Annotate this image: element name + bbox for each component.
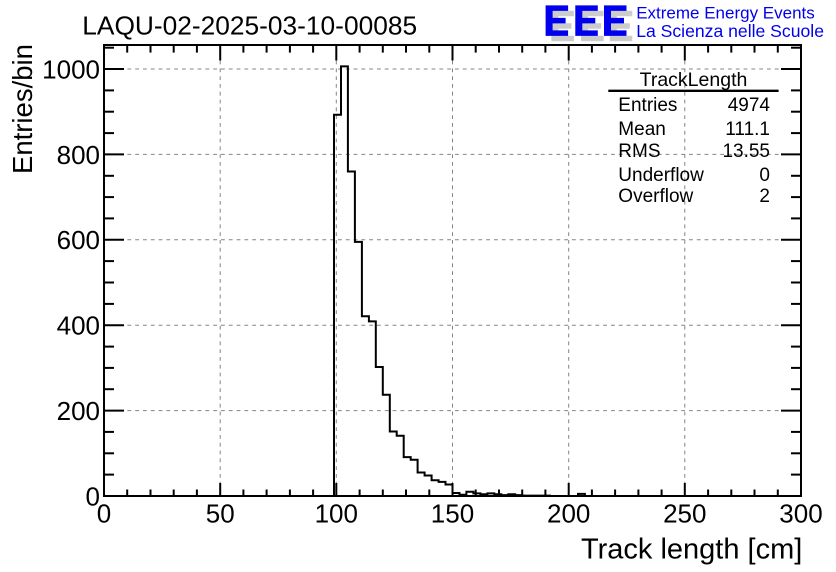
svg-text:0: 0 — [97, 499, 111, 529]
svg-text:150: 150 — [431, 499, 474, 529]
svg-text:RMS: RMS — [618, 141, 660, 162]
svg-text:100: 100 — [315, 499, 358, 529]
svg-text:0: 0 — [759, 165, 770, 186]
svg-text:111.1: 111.1 — [725, 119, 770, 140]
svg-text:2: 2 — [759, 186, 770, 207]
svg-text:LAQU-02-2025-03-10-00085: LAQU-02-2025-03-10-00085 — [82, 10, 417, 40]
svg-text:200: 200 — [547, 499, 590, 529]
svg-text:0: 0 — [86, 481, 100, 511]
svg-text:50: 50 — [206, 499, 235, 529]
svg-text:La Scienza nelle Scuole: La Scienza nelle Scuole — [636, 21, 824, 41]
svg-text:TrackLength: TrackLength — [640, 69, 748, 91]
svg-text:250: 250 — [663, 499, 706, 529]
svg-text:Entries/bin: Entries/bin — [7, 44, 38, 174]
svg-text:Overflow: Overflow — [618, 186, 693, 207]
svg-text:Mean: Mean — [618, 119, 666, 140]
svg-text:Track length [cm]: Track length [cm] — [581, 534, 802, 566]
svg-text:Underflow: Underflow — [618, 165, 704, 186]
svg-text:13.55: 13.55 — [722, 141, 770, 162]
svg-text:600: 600 — [57, 225, 100, 255]
svg-text:Entries: Entries — [618, 95, 677, 116]
svg-text:1000: 1000 — [42, 54, 100, 84]
svg-text:4974: 4974 — [728, 95, 771, 116]
svg-text:Extreme Energy Events: Extreme Energy Events — [636, 4, 815, 23]
svg-text:200: 200 — [57, 396, 100, 426]
svg-text:400: 400 — [57, 311, 100, 341]
svg-text:300: 300 — [779, 499, 822, 529]
svg-text:800: 800 — [57, 140, 100, 170]
